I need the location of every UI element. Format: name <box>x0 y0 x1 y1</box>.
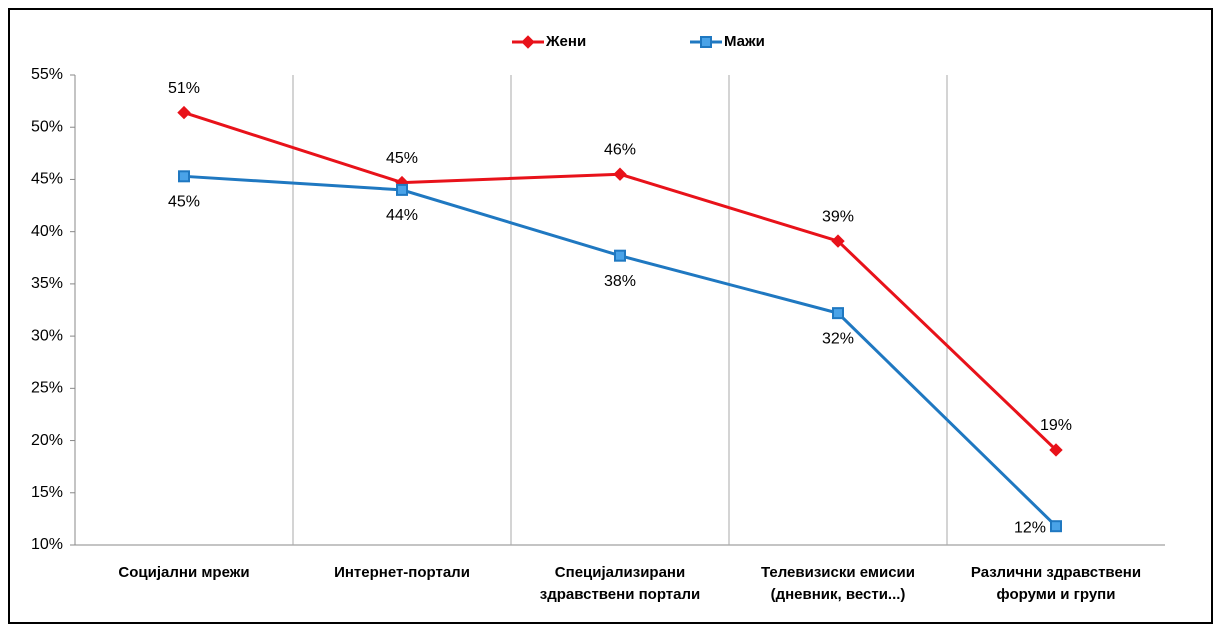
data-label: 39% <box>822 208 854 225</box>
y-tick-label: 25% <box>31 380 63 397</box>
y-tick-label: 35% <box>31 275 63 292</box>
x-tick-label: Телевизиски емисии (дневник, вести...) <box>760 564 916 603</box>
data-point <box>831 234 845 248</box>
data-point <box>832 307 844 320</box>
y-tick-label: 40% <box>31 223 63 240</box>
x-tick-label: Социјални мрежи <box>118 564 250 581</box>
data-point <box>396 183 408 196</box>
data-label: 38% <box>604 273 636 290</box>
y-tick-label: 15% <box>31 484 63 501</box>
data-point <box>1050 520 1062 533</box>
y-tick-label: 30% <box>31 327 63 344</box>
data-point <box>521 35 535 49</box>
data-label: 44% <box>386 207 418 224</box>
legend-label: Мажи <box>724 33 765 50</box>
data-point <box>178 170 190 183</box>
data-label: 19% <box>1040 417 1072 434</box>
y-tick-label: 50% <box>31 118 63 135</box>
y-tick-label: 55% <box>31 66 63 83</box>
data-label: 51% <box>168 80 200 97</box>
x-tick-label: Различни здравствени форуми и групи <box>970 564 1142 603</box>
data-label: 45% <box>386 150 418 167</box>
data-label: 32% <box>822 330 854 347</box>
chart-frame <box>8 8 1213 624</box>
data-label: 45% <box>168 194 200 211</box>
x-tick-label: Специјализирани здравствени портали <box>539 564 701 603</box>
y-tick-label: 10% <box>31 536 63 553</box>
data-point <box>177 105 191 120</box>
data-label: 46% <box>604 141 636 158</box>
data-point <box>614 249 626 262</box>
data-point <box>613 167 627 181</box>
y-tick-label: 45% <box>31 171 63 188</box>
data-point <box>1049 443 1063 457</box>
legend-label: Жени <box>545 33 586 50</box>
data-label: 12% <box>1014 519 1046 536</box>
x-tick-label: Интернет-портали <box>334 564 470 581</box>
data-point <box>700 36 712 48</box>
y-tick-label: 20% <box>31 432 63 449</box>
